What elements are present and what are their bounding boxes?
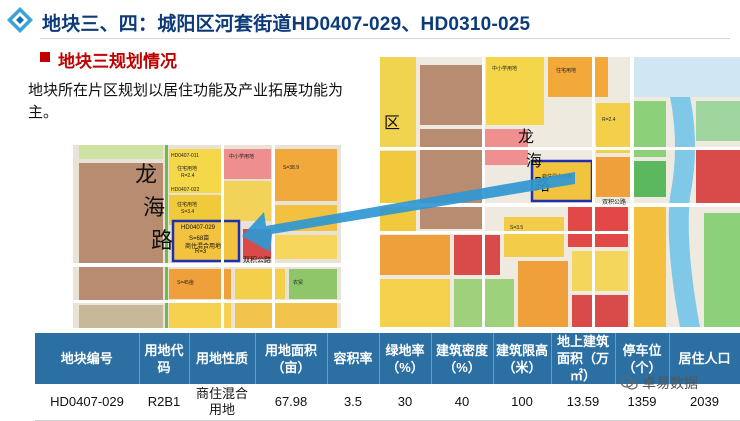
regional-road-label-2: 海 xyxy=(526,153,543,170)
regional-district-label: 区 xyxy=(384,115,401,132)
table-header-cell: 用地性质 xyxy=(189,333,256,384)
zoomed-map-label: 中小学用地 xyxy=(229,154,255,160)
zoomed-parcel-line-2: 商住混合用地 xyxy=(185,244,222,250)
table-row: HD0407-029 R2B1 商住混合用地 67.98 3.5 30 40 1… xyxy=(35,384,740,421)
watermark-text: 卓易数据 xyxy=(642,375,698,391)
table-cell: 30 xyxy=(379,384,431,421)
regional-plan-map: 区 龙 海 路 中小学用地 住宅用地 商住混合用地 R=2.4 S=3.5 双积… xyxy=(380,57,740,327)
diamond-logo-icon xyxy=(7,7,33,33)
zoomed-map-label: 住宅用地 xyxy=(177,166,198,172)
table-header-cell: 建筑限高（米） xyxy=(493,333,552,384)
table-cell: 3.5 xyxy=(327,384,379,421)
table-cell: 100 xyxy=(493,384,551,421)
regional-map-label: 中小学用地 xyxy=(492,66,518,72)
zoomed-map-label: R=2.4 xyxy=(181,173,195,179)
section-bullet-icon xyxy=(40,52,50,62)
zoomed-map-label: HD0407-011 xyxy=(171,153,199,159)
zoomed-map-label: S=45亩 xyxy=(177,280,194,286)
zoomed-parcel-line-1: S=68亩 xyxy=(189,236,210,242)
page-title: 地块三、四：城阳区河套街道HD0407-029、HD0310-025 xyxy=(42,14,531,35)
table-cell: 40 xyxy=(431,384,493,421)
watermark: 卓易数据 xyxy=(620,373,698,393)
parcel-info-table: 地块编号 用地代码 用地性质 用地面积（亩） 容积率 绿地率（%） 建筑密度（%… xyxy=(35,333,740,421)
zoomed-parcel-code: HD0407-029 xyxy=(181,225,216,231)
regional-map-label: 双积公路 xyxy=(602,200,627,206)
regional-map-svg xyxy=(380,57,740,327)
table-header-cell: 绿地率（%） xyxy=(379,333,432,384)
zoomed-map-label: 住宅用地 xyxy=(177,202,198,208)
table-cell: R2B1 xyxy=(139,384,189,421)
section-subtitle: 地块三规划情况 xyxy=(58,52,177,71)
zoomed-parcel-line-3: R=3 xyxy=(195,249,207,255)
table-header-cell: 居住人口 xyxy=(669,333,740,384)
regional-map-label: R=2.4 xyxy=(602,117,616,123)
table-header-cell: 用地面积（亩） xyxy=(255,333,328,384)
zoomed-road-south: 双积公路 xyxy=(243,257,271,264)
regional-map-label: 住宅用地 xyxy=(556,68,577,74)
zoomed-map-label: S=3.4 xyxy=(181,209,195,215)
table-header-cell: 地上建筑面积（万㎡） xyxy=(551,333,616,384)
regional-map-label: S=3.5 xyxy=(510,225,524,231)
wechat-icon xyxy=(620,376,638,390)
zoomed-road-label-1: 龙 xyxy=(135,162,158,187)
regional-map-label: 商住混合用地 xyxy=(542,174,573,180)
table-header-cell: 地块编号 xyxy=(35,333,140,384)
title-divider xyxy=(40,38,730,39)
zoomed-map-label: 农贸 xyxy=(293,280,304,286)
table-cell: 67.98 xyxy=(255,384,327,421)
table-cell: 商住混合用地 xyxy=(189,384,255,421)
title-bar: 地块三、四：城阳区河套街道HD0407-029、HD0310-025 xyxy=(0,0,740,42)
table-header-row: 地块编号 用地代码 用地性质 用地面积（亩） 容积率 绿地率（%） 建筑密度（%… xyxy=(35,333,740,384)
zoomed-road-label-3: 路 xyxy=(151,228,174,253)
regional-road-label-1: 龙 xyxy=(518,129,535,146)
table-header-cell: 停车位（个） xyxy=(615,333,670,384)
zoomed-map-label: HD0407-022 xyxy=(171,187,200,193)
table-header-cell: 建筑密度（%） xyxy=(431,333,494,384)
zoomed-road-label-2: 海 xyxy=(143,195,166,220)
zoomed-parcel-map: 龙 海 路 HD0407-029 S=68亩 商住混合用地 R=3 双积公路 H… xyxy=(73,145,341,328)
table-header-cell: 容积率 xyxy=(327,333,380,384)
table-header-cell: 用地代码 xyxy=(139,333,190,384)
table-cell: 2039 xyxy=(669,384,740,421)
table-cell: 13.59 xyxy=(551,384,615,421)
section-description: 地块所在片区规划以居住功能及产业拓展功能为主。 xyxy=(28,82,344,121)
zoomed-map-label: S=38.9 xyxy=(283,165,299,171)
table-cell: HD0407-029 xyxy=(35,384,139,421)
